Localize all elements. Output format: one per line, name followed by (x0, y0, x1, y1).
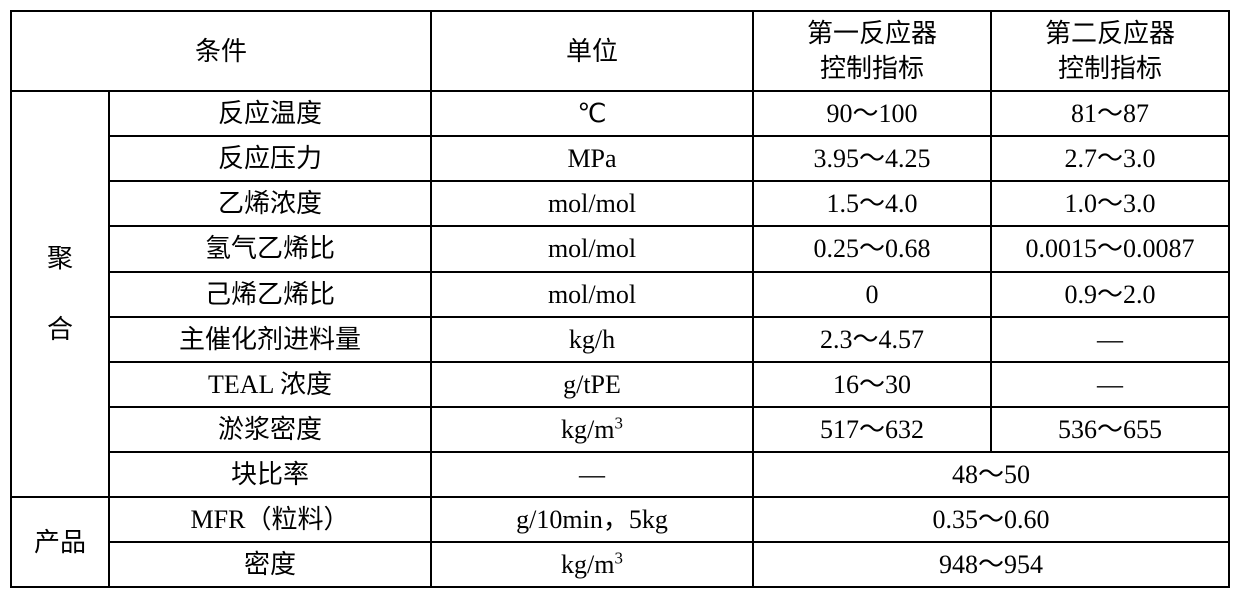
header-reactor1-line2: 控制指标 (820, 54, 924, 83)
row-catfeed: 主催化剂进料量 kg/h 2.3～4.57 — (11, 317, 1229, 362)
row-c6c2: 己烯乙烯比 mol/mol 0 0.9～2.0 (11, 272, 1229, 317)
cell-h2c2-r2: 0.0015～0.0087 (991, 226, 1229, 271)
header-reactor2: 第二反应器 控制指标 (991, 11, 1229, 91)
header-unit: 单位 (431, 11, 753, 91)
cell-catfeed-label: 主催化剂进料量 (109, 317, 431, 362)
group-poly-char-0: 聚 (47, 244, 73, 273)
cell-temp-r2: 81～87 (991, 91, 1229, 136)
header-row: 条件 单位 第一反应器 控制指标 第二反应器 控制指标 (11, 11, 1229, 91)
row-h2c2: 氢气乙烯比 mol/mol 0.25～0.68 0.0015～0.0087 (11, 226, 1229, 271)
cell-slurry-r1: 517～632 (753, 407, 991, 452)
cell-temp-r1: 90～100 (753, 91, 991, 136)
cell-catfeed-r1: 2.3～4.57 (753, 317, 991, 362)
cell-mfr-unit: g/10min，5kg (431, 497, 753, 542)
cell-c6c2-r2: 0.9～2.0 (991, 272, 1229, 317)
cell-h2c2-unit: mol/mol (431, 226, 753, 271)
header-conditions: 条件 (11, 11, 431, 91)
row-teal: TEAL 浓度 g/tPE 16～30 — (11, 362, 1229, 407)
cell-density-unit-sup: 3 (615, 548, 623, 567)
cell-c6c2-unit: mol/mol (431, 272, 753, 317)
cell-catfeed-r2: — (991, 317, 1229, 362)
cell-c6c2-r1: 0 (753, 272, 991, 317)
cell-slurry-label: 淤浆密度 (109, 407, 431, 452)
cell-slurry-r2: 536～655 (991, 407, 1229, 452)
row-slurry: 淤浆密度 kg/m3 517～632 536～655 (11, 407, 1229, 452)
row-mfr: 产品 MFR（粒料） g/10min，5kg 0.35～0.60 (11, 497, 1229, 542)
header-reactor2-line1: 第二反应器 (1045, 19, 1175, 48)
group-poly-char-1: 合 (47, 315, 73, 344)
cell-slurry-unit-sup: 3 (615, 413, 623, 432)
cell-temp-label: 反应温度 (109, 91, 431, 136)
cell-press-unit: MPa (431, 136, 753, 181)
row-density: 密度 kg/m3 948～954 (11, 542, 1229, 587)
cell-catfeed-unit: kg/h (431, 317, 753, 362)
cell-h2c2-label: 氢气乙烯比 (109, 226, 431, 271)
row-split: 块比率 — 48～50 (11, 452, 1229, 497)
cell-mfr-label: MFR（粒料） (109, 497, 431, 542)
cell-c2conc-r2: 1.0～3.0 (991, 181, 1229, 226)
cell-slurry-unit: kg/m3 (431, 407, 753, 452)
header-reactor2-line2: 控制指标 (1058, 54, 1162, 83)
cell-h2c2-r1: 0.25～0.68 (753, 226, 991, 271)
group-product: 产品 (11, 497, 109, 587)
cell-c2conc-r1: 1.5～4.0 (753, 181, 991, 226)
header-reactor1-line1: 第一反应器 (807, 19, 937, 48)
process-conditions-table: 条件 单位 第一反应器 控制指标 第二反应器 控制指标 聚 合 反应温度 ℃ 9… (10, 10, 1230, 588)
group-polymerization: 聚 合 (11, 91, 109, 497)
cell-split-label: 块比率 (109, 452, 431, 497)
cell-slurry-unit-pre: kg/m (561, 415, 614, 444)
cell-temp-unit: ℃ (431, 91, 753, 136)
row-temp: 聚 合 反应温度 ℃ 90～100 81～87 (11, 91, 1229, 136)
row-c2conc: 乙烯浓度 mol/mol 1.5～4.0 1.0～3.0 (11, 181, 1229, 226)
cell-density-label: 密度 (109, 542, 431, 587)
cell-split-merged: 48～50 (753, 452, 1229, 497)
cell-density-unit-pre: kg/m (561, 550, 614, 579)
cell-density-merged: 948～954 (753, 542, 1229, 587)
cell-teal-unit: g/tPE (431, 362, 753, 407)
cell-teal-r1: 16～30 (753, 362, 991, 407)
cell-press-r2: 2.7～3.0 (991, 136, 1229, 181)
cell-teal-r2: — (991, 362, 1229, 407)
cell-c2conc-label: 乙烯浓度 (109, 181, 431, 226)
cell-c6c2-label: 己烯乙烯比 (109, 272, 431, 317)
cell-teal-label: TEAL 浓度 (109, 362, 431, 407)
cell-mfr-merged: 0.35～0.60 (753, 497, 1229, 542)
row-press: 反应压力 MPa 3.95～4.25 2.7～3.0 (11, 136, 1229, 181)
cell-c2conc-unit: mol/mol (431, 181, 753, 226)
cell-press-r1: 3.95～4.25 (753, 136, 991, 181)
cell-split-unit: — (431, 452, 753, 497)
cell-press-label: 反应压力 (109, 136, 431, 181)
header-reactor1: 第一反应器 控制指标 (753, 11, 991, 91)
cell-density-unit: kg/m3 (431, 542, 753, 587)
